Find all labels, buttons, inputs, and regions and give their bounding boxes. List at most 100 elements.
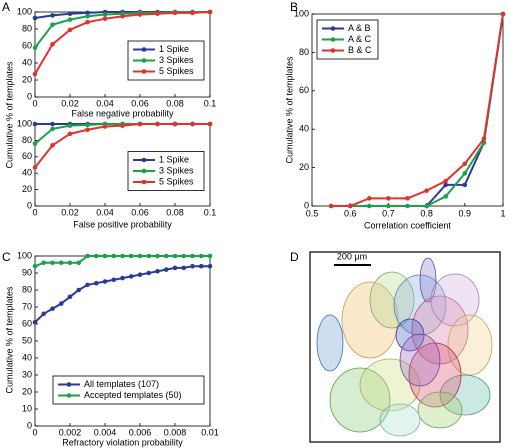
legend-label: 3 Spikes: [159, 55, 194, 65]
data-point: [32, 45, 38, 50]
data-point: [67, 294, 73, 300]
y-tick-label: 40: [22, 352, 32, 362]
data-point: [41, 311, 47, 317]
footprint: [341, 281, 399, 359]
data-point: [93, 253, 99, 259]
data-point: [120, 13, 125, 19]
y-tick-label: 0: [27, 420, 32, 430]
data-point: [85, 19, 90, 25]
data-point: [198, 253, 204, 259]
data-point: [85, 13, 90, 19]
data-point: [481, 136, 487, 142]
panel-label: B: [290, 0, 298, 14]
data-point: [85, 253, 90, 259]
data-point: [424, 203, 429, 209]
data-point: [146, 253, 152, 259]
data-point: [462, 161, 468, 167]
data-point: [102, 16, 108, 22]
data-point: [137, 12, 143, 17]
data-point: [32, 263, 38, 269]
x-tick-label: 0.01: [201, 427, 219, 437]
scale-bar-label: 200 μm: [337, 251, 367, 261]
data-point: [76, 287, 82, 293]
legend-label: Accepted templates (50): [84, 390, 182, 400]
data-point: [386, 203, 391, 209]
footprint: [399, 333, 441, 387]
x-tick-label: 0.08: [166, 98, 184, 108]
data-point: [50, 42, 55, 47]
data-point: [67, 131, 73, 137]
y-tick-label: 80: [22, 135, 32, 145]
legend-marker: [141, 69, 147, 74]
legend-box: [52, 375, 205, 405]
series-line: [331, 13, 504, 207]
footprint: [359, 358, 421, 412]
data-point: [163, 267, 169, 272]
data-point: [347, 203, 353, 209]
x-tick-label: 0.02: [61, 207, 79, 217]
chart: 0.5 0.6 0.7 0.8 0.9 1 0 20 40 60 80 100 Correlation …: [284, 0, 505, 230]
y-axis-label: Cumulative % of templates: [284, 56, 294, 164]
y-tick-label: 40: [299, 124, 309, 134]
data-point: [172, 121, 178, 127]
series-line: [331, 13, 504, 207]
y-tick-label: 100: [294, 8, 309, 18]
data-point: [111, 277, 117, 283]
data-point: [207, 121, 213, 127]
legend-marker: [330, 48, 336, 53]
x-tick-label: 0.002: [59, 427, 82, 437]
data-point: [32, 15, 38, 21]
data-point: [111, 253, 117, 259]
data-point: [93, 280, 99, 286]
x-tick-label: 0: [32, 98, 37, 108]
y-tick-label: 70: [22, 301, 32, 311]
cell-image: 200 μm D: [290, 250, 501, 443]
series-line: [34, 265, 210, 324]
data-point: [128, 253, 134, 259]
chart: 0 0.02 0.04 0.06 0.08 0.1 0 20 40 60 80 100 False ne…: [2, 0, 216, 168]
x-axis-label: False positive probability: [73, 219, 172, 229]
x-tick-label: 0.5: [306, 208, 319, 218]
footprint: [379, 403, 421, 437]
data-point: [128, 274, 134, 279]
data-point: [190, 263, 195, 269]
data-point: [67, 260, 73, 266]
x-tick-label: 0.006: [129, 427, 152, 437]
y-tick-label: 20: [299, 162, 309, 172]
footprint: [395, 318, 425, 352]
data-point: [67, 11, 73, 16]
data-point: [462, 171, 468, 176]
legend-label: A & B: [348, 23, 371, 33]
data-point: [120, 275, 125, 281]
y-tick-label: 40: [22, 57, 32, 67]
data-point: [41, 260, 47, 266]
y-tick-label: 50: [22, 335, 32, 345]
legend-label: 3 Spikes: [159, 165, 194, 175]
y-tick-label: 20: [22, 184, 32, 194]
y-tick-label: 80: [299, 47, 309, 57]
data-point: [50, 143, 55, 148]
data-point: [32, 121, 38, 127]
y-tick-label: 0: [27, 200, 32, 210]
y-tick-label: 40: [22, 168, 32, 178]
x-tick-label: 0.1: [204, 207, 217, 217]
legend-label: 1 Spike: [159, 154, 189, 164]
y-tick-label: 20: [22, 74, 32, 84]
y-tick-label: 60: [22, 151, 32, 161]
data-point: [50, 13, 55, 18]
cell-footprints: [316, 257, 493, 437]
x-tick-label: 0.06: [131, 98, 149, 108]
data-point: [172, 265, 178, 271]
data-point: [32, 141, 38, 146]
data-point: [190, 253, 195, 259]
y-tick-label: 100: [17, 118, 32, 128]
data-point: [163, 253, 169, 259]
data-point: [67, 17, 73, 22]
footprint: [329, 367, 391, 433]
data-point: [102, 279, 108, 284]
x-tick-label: 0: [32, 207, 37, 217]
x-tick-label: 0.008: [164, 427, 187, 437]
data-point: [50, 126, 55, 132]
